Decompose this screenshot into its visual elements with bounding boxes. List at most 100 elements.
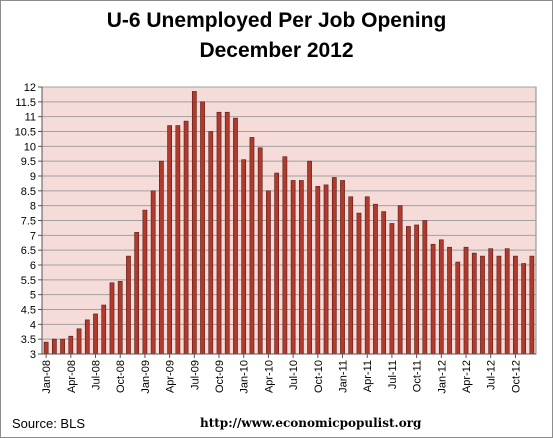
x-tick-label: Jan-08 <box>41 360 53 394</box>
x-tick-label: Oct-10 <box>313 360 325 393</box>
website-url: http://www.economicpopulist.org <box>200 416 422 430</box>
bar-sep-11 <box>406 226 411 355</box>
x-tick-label: Jul-08 <box>91 360 103 390</box>
bar-oct-11 <box>414 224 419 355</box>
x-tick-label: Jan-10 <box>239 360 251 394</box>
bar-jan-11 <box>340 180 345 355</box>
bar-jan-09 <box>142 209 148 355</box>
bar-jun-10 <box>282 156 288 355</box>
bar-mar-10 <box>257 147 263 355</box>
bar-apr-11 <box>364 196 370 355</box>
x-tick-label: Apr-09 <box>165 360 177 393</box>
bar-apr-12 <box>463 246 469 355</box>
bar-mar-09 <box>159 160 164 355</box>
x-axis: Jan-08 Apr-08 Jul-08 Oct-08 Jan-09 Apr-09 Jul-… <box>41 87 536 394</box>
y-tick-label: 6 <box>30 260 36 272</box>
y-tick-label: 6.5 <box>21 245 36 257</box>
y-tick-label: 9.5 <box>21 156 36 168</box>
bar-jul-08 <box>93 313 98 355</box>
bar-jun-09 <box>183 120 189 355</box>
y-tick-label: 10 <box>24 141 36 153</box>
bar-aug-12 <box>496 255 502 355</box>
x-tick-label: Apr-08 <box>66 360 78 393</box>
source-note: Source: BLS <box>12 416 85 431</box>
y-tick-label: 7 <box>30 230 36 242</box>
bar-sep-10 <box>307 160 312 355</box>
bar-sep-08 <box>109 282 115 355</box>
bar-jan-12 <box>438 239 444 355</box>
bar-jul-12 <box>488 248 494 355</box>
bar-oct-08 <box>117 281 123 355</box>
x-tick-label: Jan-12 <box>436 360 448 394</box>
bar-oct-09 <box>216 111 222 355</box>
bars <box>43 91 535 355</box>
bar-may-08 <box>76 328 82 355</box>
x-tick-label: Apr-11 <box>362 360 374 392</box>
y-tick-label: 4 <box>30 319 36 331</box>
x-tick-label: Apr-10 <box>263 360 275 393</box>
bar-dec-10 <box>331 177 337 355</box>
x-tick-label: Oct-11 <box>412 360 424 392</box>
bar-nov-09 <box>224 111 230 355</box>
bar-aug-10 <box>298 180 304 355</box>
bar-apr-10 <box>266 190 271 355</box>
bar-may-12 <box>471 252 477 355</box>
bar-aug-09 <box>200 101 205 355</box>
bar-may-11 <box>373 203 378 355</box>
chart-title: U-6 Unemployed Per Job Opening <box>106 9 447 32</box>
bar-sep-09 <box>208 131 214 355</box>
y-tick-label: 5.5 <box>21 275 36 287</box>
y-tick-label: 11 <box>25 112 36 124</box>
x-tick-label: Oct-09 <box>214 360 226 393</box>
bar-feb-08 <box>51 338 57 355</box>
y-tick-label: 4.5 <box>21 305 36 317</box>
bar-jul-10 <box>290 180 296 355</box>
y-tick-label: 5 <box>30 290 36 302</box>
x-tick-label: Jan-11 <box>338 360 350 393</box>
bar-feb-10 <box>249 137 255 355</box>
x-tick-label: Oct-08 <box>115 360 127 393</box>
bar-feb-11 <box>348 196 354 355</box>
y-tick-label: 7.5 <box>21 216 36 228</box>
bar-aug-08 <box>101 304 107 355</box>
bar-nov-08 <box>126 255 131 355</box>
bar-aug-11 <box>397 205 403 355</box>
y-tick-label: 10.5 <box>15 127 36 139</box>
bar-jun-08 <box>84 319 90 355</box>
chart-subtitle: December 2012 <box>199 39 354 62</box>
bar-may-09 <box>175 125 181 355</box>
bar-mar-12 <box>455 261 461 355</box>
bar-jul-09 <box>191 91 197 355</box>
y-tick-label: 9 <box>30 171 36 183</box>
bar-nov-12 <box>521 263 527 355</box>
bar-feb-12 <box>447 246 452 355</box>
bar-dec-09 <box>233 117 238 355</box>
y-tick-label: 8.5 <box>21 186 36 198</box>
bar-dec-11 <box>430 243 436 355</box>
bar-dec-08 <box>134 232 140 355</box>
y-tick-label: 8 <box>30 201 36 213</box>
x-tick-label: Jul-10 <box>288 360 300 390</box>
y-tick-label: 11.5 <box>15 97 36 109</box>
bar-oct-12 <box>513 255 518 355</box>
bar-apr-08 <box>68 335 74 355</box>
x-tick-label: Apr-12 <box>461 360 473 393</box>
bar-feb-09 <box>150 190 156 355</box>
y-tick-label: 3 <box>30 349 36 361</box>
y-axis: 3 3.5 4 4.5 5 5.5 6 6.5 7 7.5 8 8.5 9 9.5 10 10.5 11 11.5… <box>15 82 42 361</box>
x-tick-label: Jul-09 <box>189 360 201 390</box>
bar-sep-12 <box>504 248 510 355</box>
x-tick-label: Jul-11 <box>387 360 399 389</box>
x-tick-label: Jul-12 <box>486 360 498 390</box>
y-tick-label: 12 <box>24 82 36 94</box>
bar-jun-12 <box>480 255 485 355</box>
x-tick-label: Oct-12 <box>510 360 522 393</box>
bar-may-10 <box>274 172 280 355</box>
y-tick-label: 3.5 <box>21 334 36 346</box>
bar-mar-08 <box>60 338 65 355</box>
bar-dec-12 <box>529 255 535 355</box>
bar-jan-08 <box>43 341 49 355</box>
bar-jun-11 <box>381 211 387 355</box>
bar-oct-10 <box>315 186 321 355</box>
